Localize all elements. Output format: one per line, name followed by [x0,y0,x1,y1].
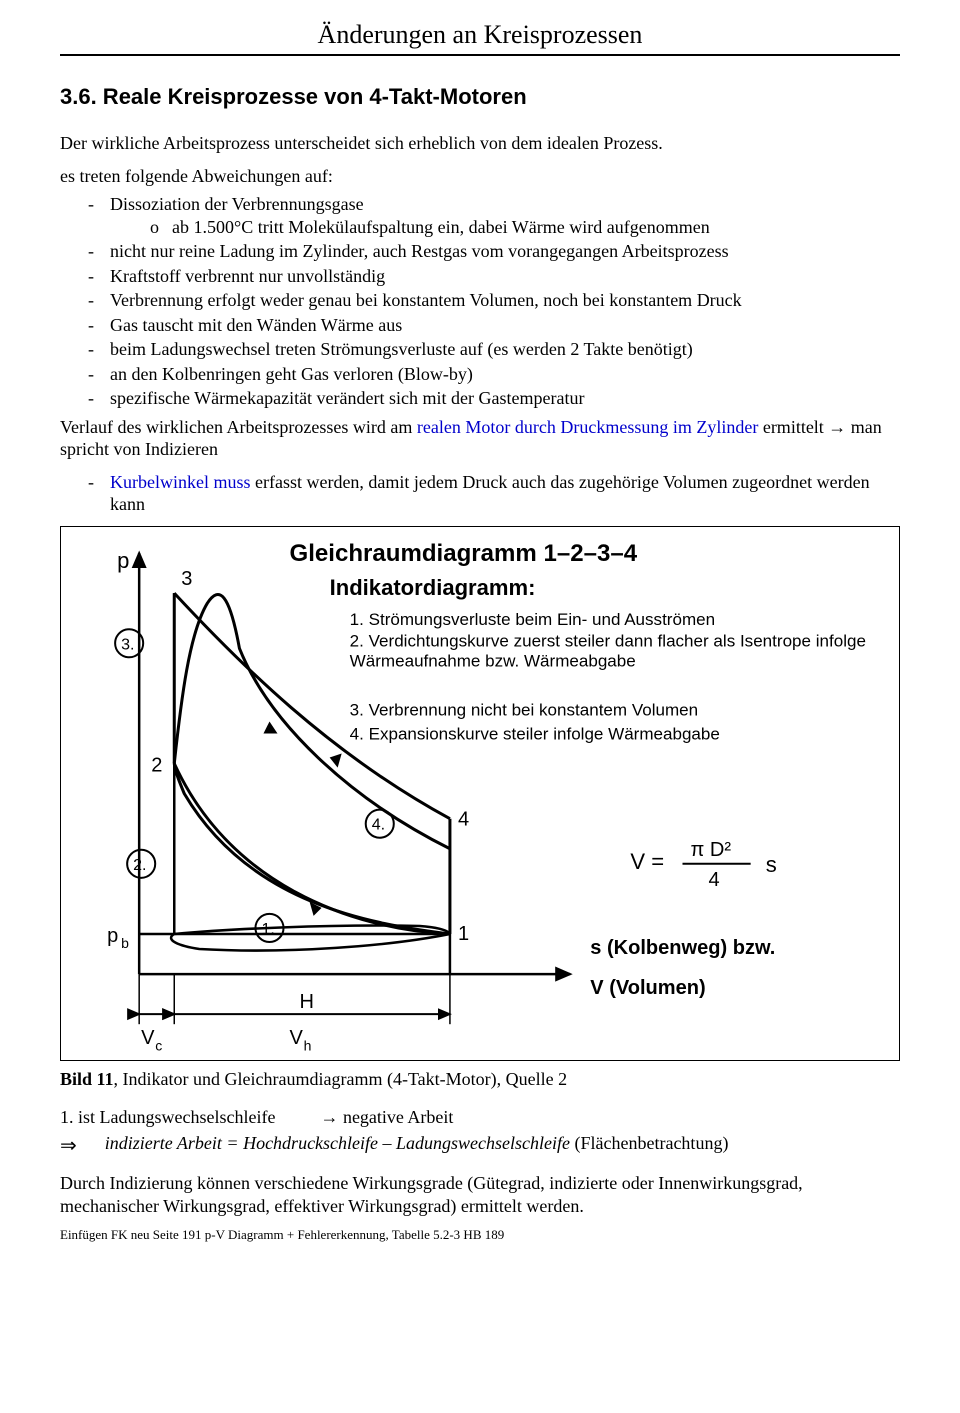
x-label-1: s (Kolbenweg) bzw. [590,937,775,959]
circle-4: 4. [372,815,385,833]
formula-num: π D² [691,838,732,860]
formula-den: 4 [709,868,720,890]
bottom-line2-italic: indizierte Arbeit = Hochdruckschleife – … [105,1133,570,1153]
circle-3: 3. [121,635,134,653]
list-item: Gas tauscht mit den Wänden Wärme aus [88,314,900,337]
bottom-line-1: 1. ist Ladungswechselschleife → negative… [60,1106,900,1129]
caption-bold: Bild 11 [60,1069,114,1089]
point-3: 3 [181,568,192,590]
page-title: Änderungen an Kreisprozessen [60,20,900,50]
bottom-line-2: ⇒ indizierte Arbeit = Hochdruckschleife … [60,1133,900,1158]
h-label: H [300,991,314,1013]
vc-label: V [141,1027,155,1049]
circle-1: 1. [261,919,274,937]
figure-container: p p b [60,526,900,1061]
axis-p-label: p [117,548,129,573]
intro-paragraph: Der wirkliche Arbeitsprozess unterscheid… [60,132,900,155]
figure-title: Gleichraumdiagramm 1–2–3–4 [290,540,638,567]
bottom-line2-rest: (Flächenbetrachtung) [570,1133,728,1153]
vh-label: V [290,1027,304,1049]
figure-note-4: 4. Expansionskurve steiler infolge Wärme… [350,724,720,743]
list-item: spezifische Wärmekapazität verändert sic… [88,387,900,410]
point-2: 2 [151,754,162,776]
point-4: 4 [458,808,469,830]
title-rule [60,54,900,56]
arrow-icon: → [320,1107,338,1127]
verlauf-pre: Verlauf des wirklichen Arbeitsprozesses … [60,417,417,437]
figure-caption: Bild 11, Indikator und Gleichraumdiagram… [60,1069,900,1090]
figure-subtitle: Indikatordiagramm: [330,575,536,600]
figure-note-2: 2. Verdichtungskurve zuerst steiler dann… [350,631,881,672]
deviations-lead: es treten folgende Abweichungen auf: [60,165,900,188]
figure-note-3: 3. Verbrennung nicht bei konstantem Volu… [350,700,698,719]
bottom-line1-num: 1. [60,1107,74,1127]
point-1: 1 [458,922,469,944]
verlauf-bullet-link: Kurbelwinkel muss [110,472,250,492]
formula-lhs: V = [630,848,664,873]
caption-rest: , Indikator und Gleichraumdiagramm (4-Ta… [114,1069,568,1089]
bottom-line1-b: negative Arbeit [343,1107,453,1127]
list-item: Kurbelwinkel muss erfasst werden, damit … [88,471,900,516]
deviations-list: Dissoziation der Verbrennungsgase ab 1.5… [60,193,900,410]
verlauf-link: realen Motor durch Druckmessung im Zylin… [417,417,758,437]
list-item: Verbrennung erfolgt weder genau bei kons… [88,289,900,312]
footer-text: Einfügen FK neu Seite 191 p-V Diagramm +… [60,1227,900,1243]
section-heading: 3.6. Reale Kreisprozesse von 4-Takt-Moto… [60,84,900,110]
verlauf-paragraph: Verlauf des wirklichen Arbeitsprozesses … [60,416,900,461]
circle-2: 2. [133,855,146,873]
list-item: beim Ladungswechsel treten Strömungsverl… [88,338,900,361]
sub-list-item: ab 1.500°C tritt Molekülaufspaltung ein,… [150,216,900,239]
bottom-paragraph: Durch Indizierung können verschiedene Wi… [60,1172,900,1217]
bottom-line1-a: ist Ladungswechselschleife [74,1107,276,1127]
axis-pb-sub: b [121,935,129,951]
list-item: Dissoziation der Verbrennungsgase ab 1.5… [88,193,900,238]
vc-sub: c [155,1037,162,1053]
indicator-diagram: p p b [69,533,891,1054]
x-label-2: V (Volumen) [590,977,705,999]
list-item-text: Dissoziation der Verbrennungsgase [110,194,364,214]
formula-rhs: s [766,851,777,876]
list-item: nicht nur reine Ladung im Zylinder, auch… [88,240,900,263]
implies-icon: ⇒ [60,1133,77,1158]
axis-pb-label: p [107,924,118,946]
list-item: an den Kolbenringen geht Gas verloren (B… [88,363,900,386]
vh-sub: h [304,1037,312,1053]
list-item: Kraftstoff verbrennt nur unvollständig [88,265,900,288]
figure-note-1: 1. Strömungsverluste beim Ein- und Ausst… [350,610,715,629]
verlauf-list: Kurbelwinkel muss erfasst werden, damit … [60,471,900,516]
